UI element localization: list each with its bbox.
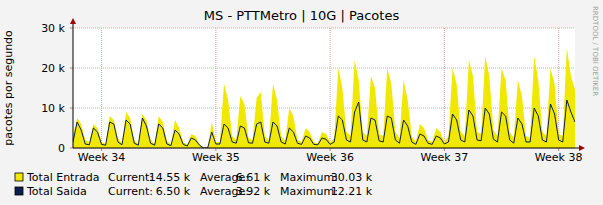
grid-line bbox=[73, 28, 575, 29]
axis-arrow bbox=[70, 18, 76, 24]
area bbox=[73, 48, 575, 148]
line bbox=[73, 100, 575, 148]
y-tick-label: 0 bbox=[58, 142, 65, 155]
x-axis bbox=[73, 148, 581, 149]
title: MS - PTTMetro | 10G | Pacotes bbox=[204, 8, 400, 23]
data-group bbox=[73, 48, 575, 148]
x-tick-label: Week 37 bbox=[421, 151, 469, 164]
y-tick-label: 10 k bbox=[41, 102, 65, 115]
grid-line bbox=[330, 28, 331, 148]
y-tick-label: 20 k bbox=[41, 62, 65, 75]
legend-stat-name: Current: bbox=[108, 185, 153, 198]
legend-swatch bbox=[15, 173, 23, 181]
y-axis bbox=[73, 22, 74, 148]
grid-line bbox=[73, 68, 575, 69]
grid-line bbox=[215, 28, 216, 148]
x-tick-label: Week 34 bbox=[78, 151, 126, 164]
legend-stat-value: 3.92 k bbox=[236, 185, 271, 198]
legend-stat-name: Maximum: bbox=[280, 185, 338, 198]
x-tick-label: Week 36 bbox=[306, 151, 354, 164]
y-axis-label: pacotes por segundo bbox=[2, 30, 15, 146]
axis-arrow bbox=[579, 145, 585, 151]
watermark: RRDTOOL / TOBI OETIKER bbox=[591, 6, 599, 96]
legend-stat-value: 6.61 k bbox=[236, 171, 271, 184]
plot-area bbox=[73, 28, 575, 148]
legend-stat-name: Current: bbox=[108, 171, 153, 184]
x-tick-label: Week 35 bbox=[192, 151, 240, 164]
legend-swatch bbox=[15, 187, 23, 195]
legend-stat-name: Maximum: bbox=[280, 171, 338, 184]
legend-label: Total Saida bbox=[26, 185, 87, 198]
legend-stat-value: 12.21 k bbox=[331, 185, 373, 198]
grid-line bbox=[444, 28, 445, 148]
grid-line bbox=[101, 28, 102, 148]
y-tick-label: 30 k bbox=[41, 22, 65, 35]
x-tick-label: Week 38 bbox=[535, 151, 583, 164]
legend-stat-value: 6.50 k bbox=[156, 185, 191, 198]
legend-stat-value: 14.55 k bbox=[149, 171, 191, 184]
legend-stat-value: 30.03 k bbox=[331, 171, 373, 184]
background bbox=[0, 0, 603, 205]
legend-label: Total Entrada bbox=[26, 171, 99, 184]
chart: 0 10 k 20 k 30 k Week 34 Week 35 Week 36 Week 3… bbox=[0, 0, 603, 205]
